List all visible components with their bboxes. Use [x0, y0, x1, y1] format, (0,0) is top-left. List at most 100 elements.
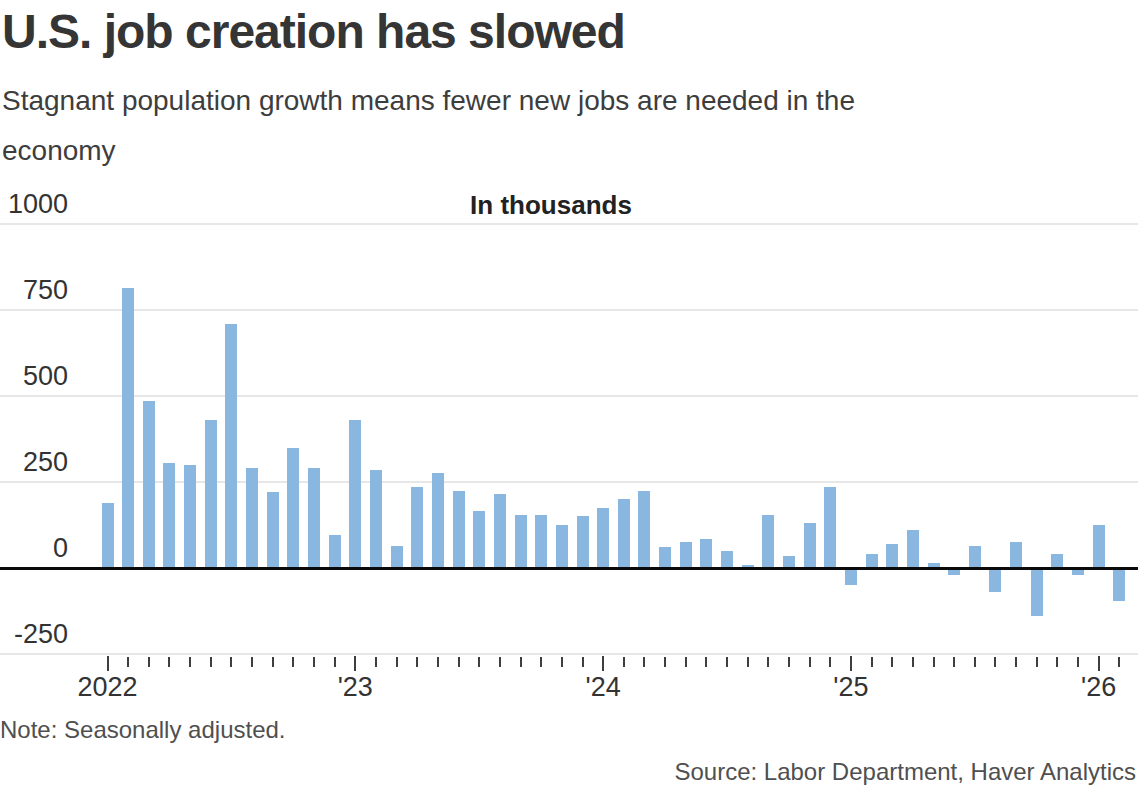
- x-axis-minor-tick: [685, 657, 687, 667]
- x-axis-minor-tick: [334, 657, 336, 667]
- x-axis-minor-tick: [189, 657, 191, 667]
- x-axis-minor-tick: [767, 657, 769, 667]
- y-axis-label: -250: [0, 621, 68, 648]
- x-axis-minor-tick: [540, 657, 542, 667]
- x-axis-minor-tick: [1077, 657, 1079, 667]
- bar: [1093, 525, 1105, 568]
- bar: [184, 465, 196, 568]
- x-axis-minor-tick: [520, 657, 522, 667]
- x-axis-major-tick: [602, 656, 604, 671]
- x-axis-year-label: '24: [586, 672, 621, 703]
- x-axis-minor-tick: [664, 657, 666, 667]
- x-axis-minor-tick: [747, 657, 749, 667]
- x-axis-minor-tick: [499, 657, 501, 667]
- x-axis-major-tick: [850, 656, 852, 671]
- gridline: [0, 395, 1138, 397]
- bar: [804, 523, 816, 568]
- x-axis-minor-tick: [375, 657, 377, 667]
- x-axis-year-label: '23: [338, 672, 373, 703]
- x-axis-minor-tick: [292, 657, 294, 667]
- bar: [1010, 542, 1022, 568]
- x-axis-major-tick: [354, 656, 356, 671]
- y-axis-label: 1000: [0, 191, 68, 218]
- bar: [680, 542, 692, 568]
- bar: [886, 544, 898, 568]
- x-axis-year-label: 2022: [77, 672, 137, 703]
- y-axis-label: 0: [0, 535, 68, 562]
- gridline: [0, 653, 1138, 655]
- bar: [225, 324, 237, 568]
- bar: [989, 568, 1001, 592]
- x-axis-minor-tick: [788, 657, 790, 667]
- x-axis-minor-tick: [251, 657, 253, 667]
- bar: [308, 468, 320, 568]
- bar: [163, 463, 175, 568]
- x-axis-minor-tick: [871, 657, 873, 667]
- x-axis-minor-tick: [313, 657, 315, 667]
- bar: [1031, 568, 1043, 616]
- bar: [494, 494, 506, 568]
- bar: [391, 546, 403, 568]
- bar: [287, 448, 299, 568]
- y-axis-label: 250: [0, 449, 68, 476]
- bar: [515, 515, 527, 568]
- x-axis-minor-tick: [582, 657, 584, 667]
- bar: [370, 470, 382, 568]
- x-axis-minor-tick: [272, 657, 274, 667]
- x-axis-minor-tick: [933, 657, 935, 667]
- bar: [411, 487, 423, 568]
- x-axis-minor-tick: [561, 657, 563, 667]
- bar: [907, 530, 919, 568]
- x-axis-minor-tick: [891, 657, 893, 667]
- bar: [1113, 568, 1125, 601]
- gridline: [0, 309, 1138, 311]
- chart-source: Source: Labor Department, Haver Analytic…: [674, 758, 1136, 786]
- bar: [453, 491, 465, 568]
- bar: [432, 473, 444, 568]
- bar: [659, 547, 671, 568]
- y-axis-label: 500: [0, 363, 68, 390]
- bar-chart: 10007505002500-2502022'23'24'25'26: [0, 0, 1138, 796]
- y-axis-label: 750: [0, 277, 68, 304]
- bar: [349, 420, 361, 568]
- bar: [969, 546, 981, 568]
- x-axis-minor-tick: [230, 657, 232, 667]
- x-axis-minor-tick: [127, 657, 129, 667]
- bar: [143, 401, 155, 568]
- x-axis-year-label: '26: [1081, 672, 1116, 703]
- x-axis-major-tick: [1098, 656, 1100, 671]
- x-axis-minor-tick: [396, 657, 398, 667]
- page-root: U.S. job creation has slowed Stagnant po…: [0, 0, 1138, 796]
- chart-note: Note: Seasonally adjusted.: [0, 716, 286, 744]
- x-axis-minor-tick: [416, 657, 418, 667]
- x-axis-minor-tick: [974, 657, 976, 667]
- x-axis-minor-tick: [994, 657, 996, 667]
- bar: [205, 420, 217, 568]
- bar: [102, 503, 114, 568]
- x-axis-minor-tick: [437, 657, 439, 667]
- bar: [721, 551, 733, 568]
- x-axis-minor-tick: [478, 657, 480, 667]
- x-axis-minor-tick: [1056, 657, 1058, 667]
- bar: [329, 535, 341, 568]
- x-axis-minor-tick: [1118, 657, 1120, 667]
- x-axis-minor-tick: [1036, 657, 1038, 667]
- bar: [577, 516, 589, 568]
- bar: [700, 539, 712, 568]
- x-axis-minor-tick: [829, 657, 831, 667]
- x-axis-minor-tick: [458, 657, 460, 667]
- x-axis-minor-tick: [912, 657, 914, 667]
- bar: [267, 492, 279, 568]
- bar: [535, 515, 547, 568]
- gridline: [0, 223, 1138, 225]
- x-axis-minor-tick: [168, 657, 170, 667]
- bar: [824, 487, 836, 568]
- bar: [762, 515, 774, 568]
- bar: [556, 525, 568, 568]
- bar: [473, 511, 485, 568]
- bar: [638, 491, 650, 568]
- x-axis-minor-tick: [809, 657, 811, 667]
- x-axis-minor-tick: [1015, 657, 1017, 667]
- bar: [246, 468, 258, 568]
- x-axis-minor-tick: [726, 657, 728, 667]
